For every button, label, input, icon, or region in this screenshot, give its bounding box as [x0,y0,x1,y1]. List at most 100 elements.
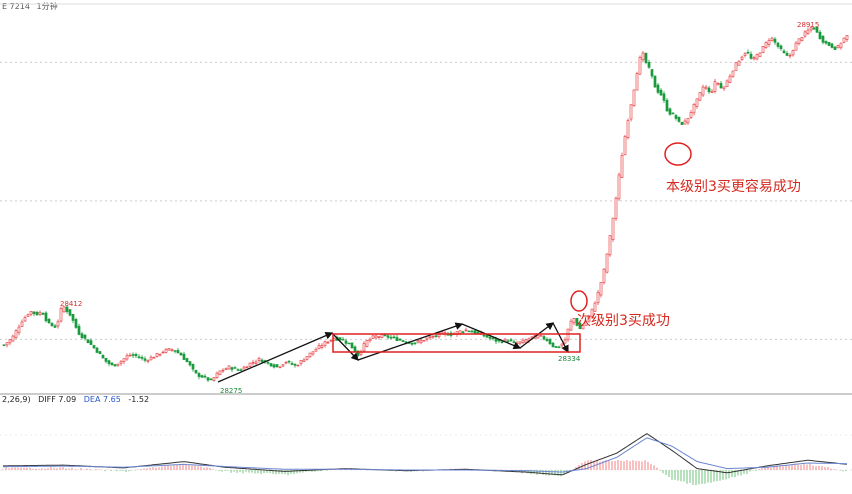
price-label-low: 28275 [220,387,243,395]
candle-body [284,361,288,364]
candle-body [92,345,96,349]
candle-body [53,325,57,328]
candle [110,362,114,366]
price-label-center-low: 28334 [558,355,581,363]
candle [464,327,468,332]
candle [308,352,312,359]
candle [635,71,639,91]
candle-body [431,335,435,338]
candle [659,88,663,96]
candle-body [539,335,543,337]
candle [731,70,735,78]
candle [116,363,120,367]
candle-body [425,337,429,340]
candle-body [590,308,594,317]
annotation-third-buy-sub: 次级别3买成功 [577,313,670,329]
candle-body [602,268,606,283]
candle [119,359,123,366]
candle-body [734,62,738,71]
period-selector[interactable]: 1分钟 [36,2,58,11]
candle [674,113,678,121]
candle [749,51,753,60]
candle-body [224,368,228,370]
candle-body [164,348,168,353]
candle [146,359,150,364]
candle [149,355,153,361]
candle [344,338,348,346]
candle [38,310,42,317]
candle [77,323,81,336]
candle-body [647,62,651,68]
candle-body [716,82,720,85]
candle-body [584,321,588,326]
candle-body [521,339,525,344]
candle [776,41,780,49]
candle [605,253,609,274]
candle [389,335,393,340]
candle-body [551,342,555,348]
candle [809,25,813,33]
candle [623,134,627,156]
candle-body [713,81,717,92]
candle-body [47,318,51,323]
candle [401,339,405,343]
candle-body [512,341,516,343]
candle [59,306,63,323]
candle-body [710,90,714,93]
candle-body [839,42,843,49]
candle [20,319,24,328]
candle-body [698,92,702,101]
candle-body [17,326,21,334]
candle-body [152,357,156,359]
candle-body [524,339,528,343]
candle [797,38,801,46]
candle [596,289,600,306]
candle-body [236,369,240,371]
candle [89,338,93,345]
candle [194,369,198,374]
candle [698,92,702,101]
candle-body [809,27,813,31]
candle [410,342,414,346]
candle-body [824,40,828,44]
candle-body [251,362,255,364]
candle-body [161,351,165,354]
candle-body [830,43,834,48]
candle [101,354,105,359]
candle-body [371,335,375,339]
candle [152,356,156,359]
candle-body [101,355,105,359]
candle-body [815,26,819,33]
candle-body [50,322,54,326]
candle-body [185,358,189,363]
candle-body [281,364,285,367]
candle-body [725,80,729,88]
candle [743,52,747,58]
candle [23,315,27,322]
candle [629,104,633,122]
candle-body [428,336,432,339]
candle [560,343,564,349]
candle-body [344,340,348,344]
candle [50,322,54,327]
candle-body [137,356,141,358]
candle [236,368,240,371]
candle [272,363,276,369]
candle [710,89,714,94]
candle-body [395,337,399,342]
candle-body [569,320,573,331]
candle [584,320,588,326]
candle-body [596,292,600,303]
candle [215,371,219,379]
candle [302,357,306,362]
candle [242,365,246,370]
candle-body [755,54,759,60]
candle [281,364,285,368]
candle-body [278,366,282,368]
candle [785,50,789,57]
candle [842,37,846,44]
candle [416,339,420,344]
candle [554,346,558,349]
candle-body [380,334,384,338]
